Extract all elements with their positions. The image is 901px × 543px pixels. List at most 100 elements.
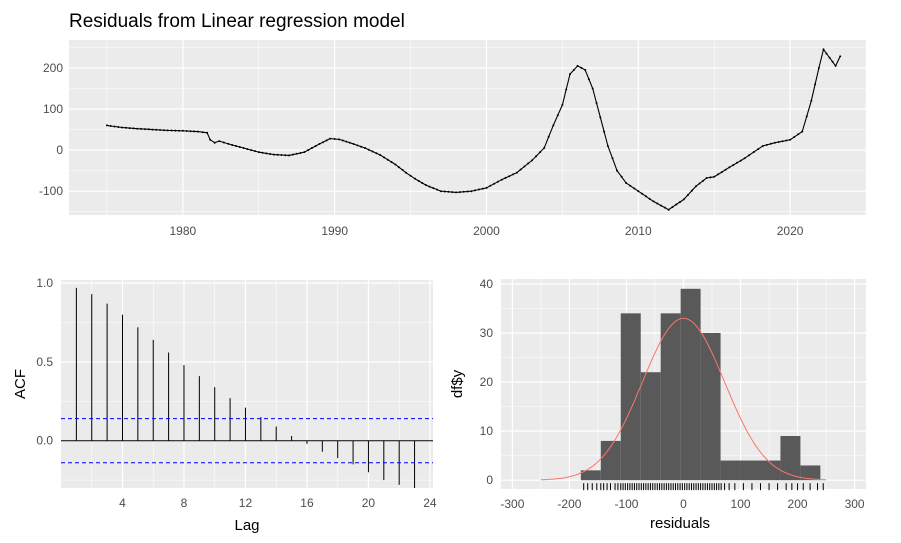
residual-point — [785, 139, 788, 142]
y-tick-label: 0 — [56, 143, 63, 157]
residual-point — [561, 103, 564, 106]
residual-point — [222, 141, 225, 144]
residual-point — [535, 155, 538, 158]
residual-point — [356, 144, 359, 147]
residual-point — [547, 135, 550, 138]
residual-point — [781, 140, 784, 143]
residual-point — [117, 126, 120, 128]
residual-point — [318, 142, 321, 145]
residual-point — [383, 156, 385, 159]
residual-point — [333, 138, 336, 140]
residual-point — [512, 173, 514, 176]
residual-point — [587, 78, 590, 81]
y-tick-label: 100 — [43, 102, 63, 116]
residual-point — [698, 182, 701, 185]
residual-point — [166, 129, 169, 132]
residual-point — [159, 129, 162, 131]
residual-point — [500, 178, 503, 181]
residual-point — [325, 139, 328, 142]
residual-point — [348, 141, 351, 144]
residual-point — [817, 66, 820, 69]
residual-point — [181, 129, 184, 132]
residual-point — [611, 157, 614, 160]
x-tick-label: 4 — [119, 496, 126, 510]
residual-point — [728, 166, 731, 169]
residual-point — [625, 182, 628, 184]
residual-point — [140, 127, 143, 130]
residual-point — [246, 148, 249, 151]
histogram-bar — [640, 372, 661, 481]
residual-point — [147, 128, 150, 131]
residual-point — [394, 163, 397, 166]
y-tick-label: 40 — [480, 277, 494, 291]
histogram-bar — [580, 470, 601, 481]
residual-point — [606, 145, 609, 147]
residual-point — [231, 144, 234, 146]
residual-point — [439, 190, 442, 193]
residual-point — [515, 171, 518, 174]
residual-point — [523, 165, 526, 168]
residual-point — [276, 153, 279, 156]
residual-point — [641, 192, 644, 195]
residual-point — [652, 200, 655, 203]
residual-point — [257, 151, 260, 154]
residual-point — [485, 186, 488, 189]
residual-point — [527, 162, 530, 165]
x-tick-label: 2020 — [777, 224, 804, 238]
residual-point — [489, 184, 492, 187]
residual-point — [474, 189, 477, 192]
x-tick-label: 8 — [181, 496, 188, 510]
residual-point — [206, 131, 209, 134]
residual-point — [739, 159, 742, 162]
residual-point — [109, 125, 112, 127]
x-tick-label: -200 — [557, 497, 581, 511]
x-tick-label: 1980 — [170, 224, 197, 238]
histogram-bar — [800, 465, 821, 481]
residual-time-series-panel: 1980 1990 2000 2010 2020 200 100 0 -100 — [39, 40, 867, 238]
y-tick-label: 20 — [480, 375, 494, 389]
residual-point — [341, 139, 344, 142]
residual-point — [242, 147, 245, 149]
y-tick-label: 10 — [480, 424, 494, 438]
residual-point — [250, 149, 253, 152]
residual-point — [124, 126, 127, 129]
histogram-bar — [660, 313, 681, 481]
residual-point — [616, 169, 618, 172]
residual-point — [690, 189, 693, 192]
residual-point — [299, 152, 302, 154]
residual-point — [421, 182, 424, 184]
residual-point — [397, 166, 400, 169]
residual-point — [458, 191, 461, 194]
residual-point — [660, 204, 663, 207]
residual-point — [379, 154, 382, 156]
residual-point — [151, 128, 154, 131]
residual-point — [603, 130, 606, 133]
residual-point — [576, 64, 579, 67]
histogram-bars — [580, 288, 821, 481]
acf-y-axis-label: ACF — [12, 369, 29, 399]
x-tick-label: -100 — [614, 497, 638, 511]
residual-point — [814, 83, 817, 86]
residual-point — [599, 116, 602, 119]
panel-background — [69, 40, 866, 215]
residual-point — [705, 177, 708, 179]
residual-point — [314, 145, 317, 147]
residual-point — [367, 148, 370, 151]
residual-point — [777, 141, 780, 143]
residual-point — [591, 87, 594, 90]
residual-point — [695, 185, 697, 188]
residual-point — [470, 190, 473, 193]
residual-point — [189, 130, 192, 133]
residual-point — [675, 203, 678, 206]
residual-point — [364, 147, 366, 149]
residual-point — [713, 175, 716, 178]
residual-point — [307, 149, 310, 152]
normal-curve — [540, 317, 827, 481]
histogram-bar — [740, 460, 761, 481]
residual-point — [213, 141, 216, 144]
residual-point — [797, 133, 800, 136]
residual-point — [720, 171, 723, 174]
histogram-bar — [620, 313, 641, 481]
